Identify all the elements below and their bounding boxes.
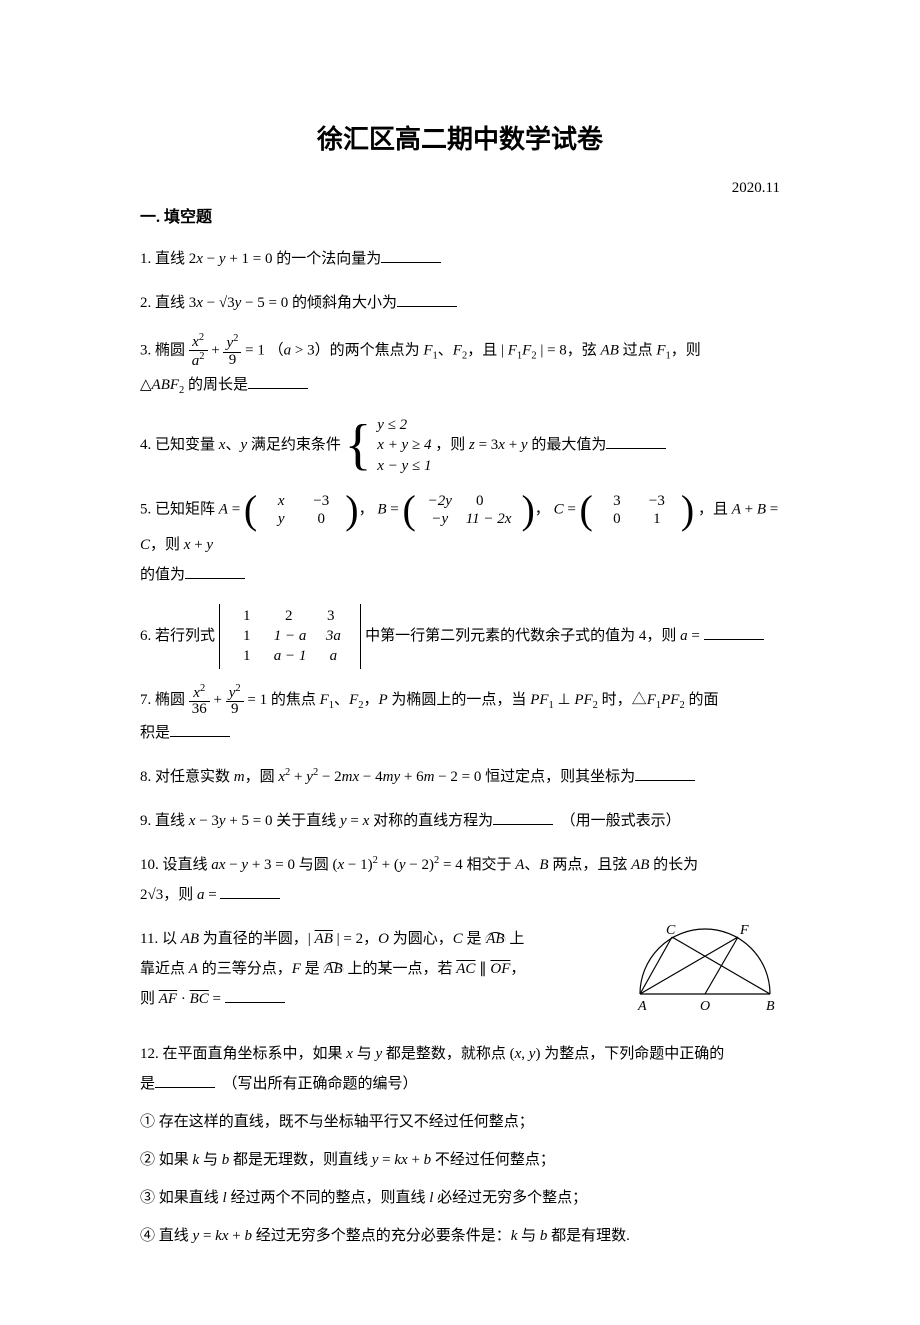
matrix-A: x−3y0 [257, 490, 345, 530]
brace-icon: { [345, 417, 372, 473]
question-4: 4. 已知变量 x、y 满足约束条件 { y ≤ 2 x + y ≥ 4 x −… [140, 415, 780, 476]
blank [220, 885, 280, 900]
blank [397, 292, 457, 307]
q2-text: 2. 直线 3x − √3y − 5 = 0 的倾斜角大小为 [140, 295, 397, 311]
svg-text:A: A [637, 999, 647, 1014]
svg-text:C: C [666, 924, 676, 938]
question-5: 5. 已知矩阵 A = (x−3y0)， B = (−2y0−y11 − 2x)… [140, 490, 780, 590]
question-12: 12. 在平面直角坐标系中，如果 x 与 y 都是整数，就称点 (x, y) 为… [140, 1039, 780, 1251]
question-11: A O B C F 11. 以 AB 为直径的半圆，| AB | = 2，O 为… [140, 924, 780, 1025]
blank [606, 434, 666, 449]
question-1: 1. 直线 2x − y + 1 = 0 的一个法向量为 [140, 244, 780, 274]
matrix-C: 3−301 [593, 490, 681, 530]
blank [155, 1074, 215, 1089]
blank [225, 989, 285, 1004]
svg-text:B: B [766, 999, 775, 1014]
option-2: ② 如果 k 与 b 都是无理数，则直线 y = kx + b 不经过任何整点； [140, 1145, 780, 1175]
determinant: 123 11 − a3a 1a − 1a [219, 604, 362, 669]
blank [381, 248, 441, 263]
fraction: y29 [223, 333, 241, 369]
question-7: 7. 椭圆 x236 + y29 = 1 的焦点 F1、F2，P 为椭圆上的一点… [140, 683, 780, 749]
svg-text:O: O [700, 999, 710, 1014]
fraction: y29 [226, 683, 244, 719]
question-2: 2. 直线 3x − √3y − 5 = 0 的倾斜角大小为 [140, 288, 780, 318]
blank [170, 723, 230, 738]
option-1: ① 存在这样的直线，既不与坐标轴平行又不经过任何整点； [140, 1107, 780, 1137]
option-4: ④ 直线 y = kx + b 经过无穷多个整点的充分必要条件是：k 与 b 都… [140, 1221, 780, 1251]
exam-page: 徐汇区高二期中数学试卷 2020.11 一. 填空题 1. 直线 2x − y … [0, 0, 920, 1325]
blank [248, 375, 308, 390]
semicircle-diagram: A O B C F [630, 924, 780, 1019]
fraction: x2a2 [189, 332, 208, 371]
question-6: 6. 若行列式 123 11 − a3a 1a − 1a 中第一行第二列元素的代… [140, 604, 780, 669]
blank [704, 625, 764, 640]
section-1-heading: 一. 填空题 [140, 206, 780, 230]
option-3: ③ 如果直线 l 经过两个不同的整点，则直线 l 必经过无穷多个整点； [140, 1183, 780, 1213]
fraction: x236 [189, 683, 210, 719]
blank [493, 811, 553, 826]
question-8: 8. 对任意实数 m，圆 x2 + y2 − 2mx − 4my + 6m − … [140, 762, 780, 792]
q1-text: 1. 直线 2x − y + 1 = 0 的一个法向量为 [140, 251, 381, 267]
question-3: 3. 椭圆 x2a2 + y29 = 1 （a > 3）的两个焦点为 F1、F2… [140, 332, 780, 402]
page-title: 徐汇区高二期中数学试卷 [140, 120, 780, 159]
constraint-system: y ≤ 2 x + y ≥ 4 x − y ≤ 1 [377, 415, 431, 476]
svg-text:F: F [739, 924, 749, 938]
question-10: 10. 设直线 ax − y + 3 = 0 与圆 (x − 1)2 + (y … [140, 850, 780, 910]
question-9: 9. 直线 x − 3y + 5 = 0 关于直线 y = x 对称的直线方程为… [140, 806, 780, 836]
exam-date: 2020.11 [140, 177, 780, 200]
matrix-B: −2y0−y11 − 2x [416, 490, 522, 530]
blank [635, 767, 695, 782]
blank [185, 564, 245, 579]
